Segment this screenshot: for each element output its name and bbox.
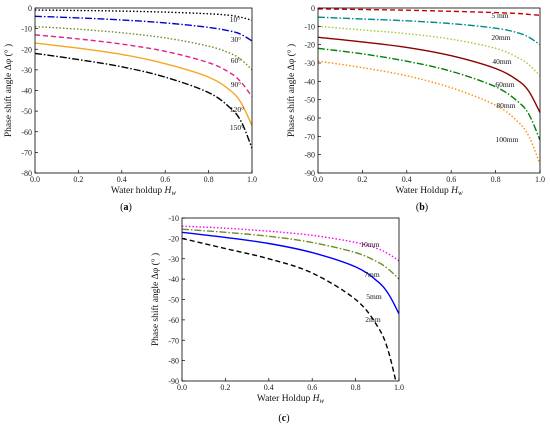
- x-tick-label: 0.2: [220, 383, 230, 392]
- y-tick-label: -10: [168, 214, 179, 223]
- series-label: 20mm: [491, 33, 510, 42]
- x-tick-label: 0.4: [117, 175, 127, 184]
- series-label: 90°: [231, 80, 242, 89]
- y-tick-label: -70: [168, 336, 179, 345]
- x-tick-label: 0.2: [73, 175, 83, 184]
- y-tick-label: -20: [168, 234, 179, 243]
- y-tick-label: -90: [304, 169, 315, 178]
- x-tick-label: 0.8: [351, 383, 361, 392]
- x-tick-label: 0.0: [30, 175, 40, 184]
- series-line: [35, 34, 252, 98]
- x-tick-label: 1.0: [535, 175, 545, 184]
- y-tick-label: -10: [304, 22, 315, 31]
- x-axis-label: Water Holdup Hw: [257, 394, 325, 405]
- y-axis-label: Phase shift angle Δφ (° ): [150, 253, 161, 346]
- x-tick-label: 0.4: [264, 383, 274, 392]
- series-label: 2mm: [365, 315, 381, 324]
- y-tick-label: -80: [168, 357, 179, 366]
- y-axis-label: Phase shift angle Δφ (° ): [3, 44, 14, 137]
- y-tick-label: -90: [168, 377, 179, 386]
- series-line: [35, 52, 252, 149]
- series-line: [182, 228, 399, 280]
- chart-panel-2: 0.0 0.2 0.4 0.6 0.8 1.0 0 -10 -20 -30 -40 -50 -60 -70…: [286, 4, 545, 213]
- series-line: [182, 237, 397, 381]
- y-tick-label: -70: [21, 148, 32, 157]
- series-label: 120°: [230, 105, 244, 114]
- series-label: 60mm: [495, 80, 514, 89]
- y-tick-label: -40: [21, 87, 32, 96]
- y-tick-label: -40: [304, 77, 315, 86]
- y-tick-label: -50: [304, 96, 315, 105]
- y-tick-label: -40: [168, 275, 179, 284]
- series-line: [35, 42, 252, 126]
- series-line: [318, 47, 540, 141]
- x-tick-label: 0.0: [177, 383, 187, 392]
- series-line: [318, 36, 540, 113]
- x-tick-label: 0.8: [491, 175, 501, 184]
- series-line: [182, 231, 399, 315]
- y-tick-label: -60: [304, 114, 315, 123]
- panel-tag: (c): [278, 413, 289, 424]
- y-tick-label: -30: [21, 66, 32, 75]
- x-tick-label: 0.6: [160, 175, 170, 184]
- series-line: [35, 15, 252, 42]
- series-label: 10mm: [360, 240, 379, 249]
- y-tick-label: -80: [304, 151, 315, 160]
- plot-frame: [34, 7, 253, 174]
- y-tick-label: -60: [168, 316, 179, 325]
- series-label: 30°: [231, 35, 242, 44]
- y-tick-label: 0: [311, 4, 315, 13]
- panel-tag: (a): [120, 202, 132, 213]
- x-axis-label: Water holdup Hw: [111, 186, 176, 197]
- series-line: [318, 8, 540, 16]
- y-tick-label: -10: [21, 25, 32, 34]
- y-tick-label: -80: [21, 169, 32, 178]
- y-tick-label: -30: [168, 255, 179, 264]
- series-line: [35, 25, 252, 71]
- y-axis-label: Phase shift angle Δφ (° ): [286, 44, 297, 137]
- plot-frame: [317, 7, 541, 174]
- y-tick-label: -20: [21, 45, 32, 54]
- x-tick-label: 0.8: [204, 175, 214, 184]
- y-tick-label: -70: [304, 132, 315, 141]
- series-label: 7mm: [364, 270, 380, 279]
- y-tick-label: -50: [168, 296, 179, 305]
- x-tick-label: 0.2: [357, 175, 367, 184]
- series-label: 60°: [231, 56, 242, 65]
- series-label: 5 mm: [491, 11, 508, 20]
- series-line: [318, 25, 540, 77]
- y-tick-label: 0: [28, 4, 32, 13]
- y-tick-label: -60: [21, 128, 32, 137]
- x-tick-label: 0.0: [313, 175, 323, 184]
- series-line: [318, 60, 540, 165]
- y-tick-label: -50: [21, 107, 32, 116]
- series-label: 80mm: [496, 101, 515, 110]
- x-axis-label: Water Holdup Hw: [395, 186, 463, 197]
- y-tick-label: -20: [304, 41, 315, 50]
- series-label: 100mm: [496, 135, 519, 144]
- series-label: 40mm: [492, 57, 511, 66]
- series-line: [35, 9, 252, 22]
- x-tick-label: 1.0: [247, 175, 257, 184]
- x-tick-label: 1.0: [394, 383, 404, 392]
- panel-tag: (b): [416, 202, 428, 213]
- chart-panel-3: 0.0 0.2 0.4 0.6 0.8 1.0 -10 -20 -30 -40 -50 -60 -70 -…: [150, 214, 404, 424]
- x-tick-label: 0.6: [446, 175, 456, 184]
- x-tick-label: 0.4: [402, 175, 412, 184]
- y-tick-label: -30: [304, 59, 315, 68]
- series-label: 150°: [230, 123, 244, 132]
- x-tick-label: 0.6: [307, 383, 317, 392]
- chart-panel-1: 0.0 0.2 0.4 0.6 0.8 1.0 0 -10 -20 -30 -40 -50 -60 -70…: [3, 4, 257, 213]
- series-label: 5mm: [366, 292, 382, 301]
- series-label: 10°: [230, 15, 241, 24]
